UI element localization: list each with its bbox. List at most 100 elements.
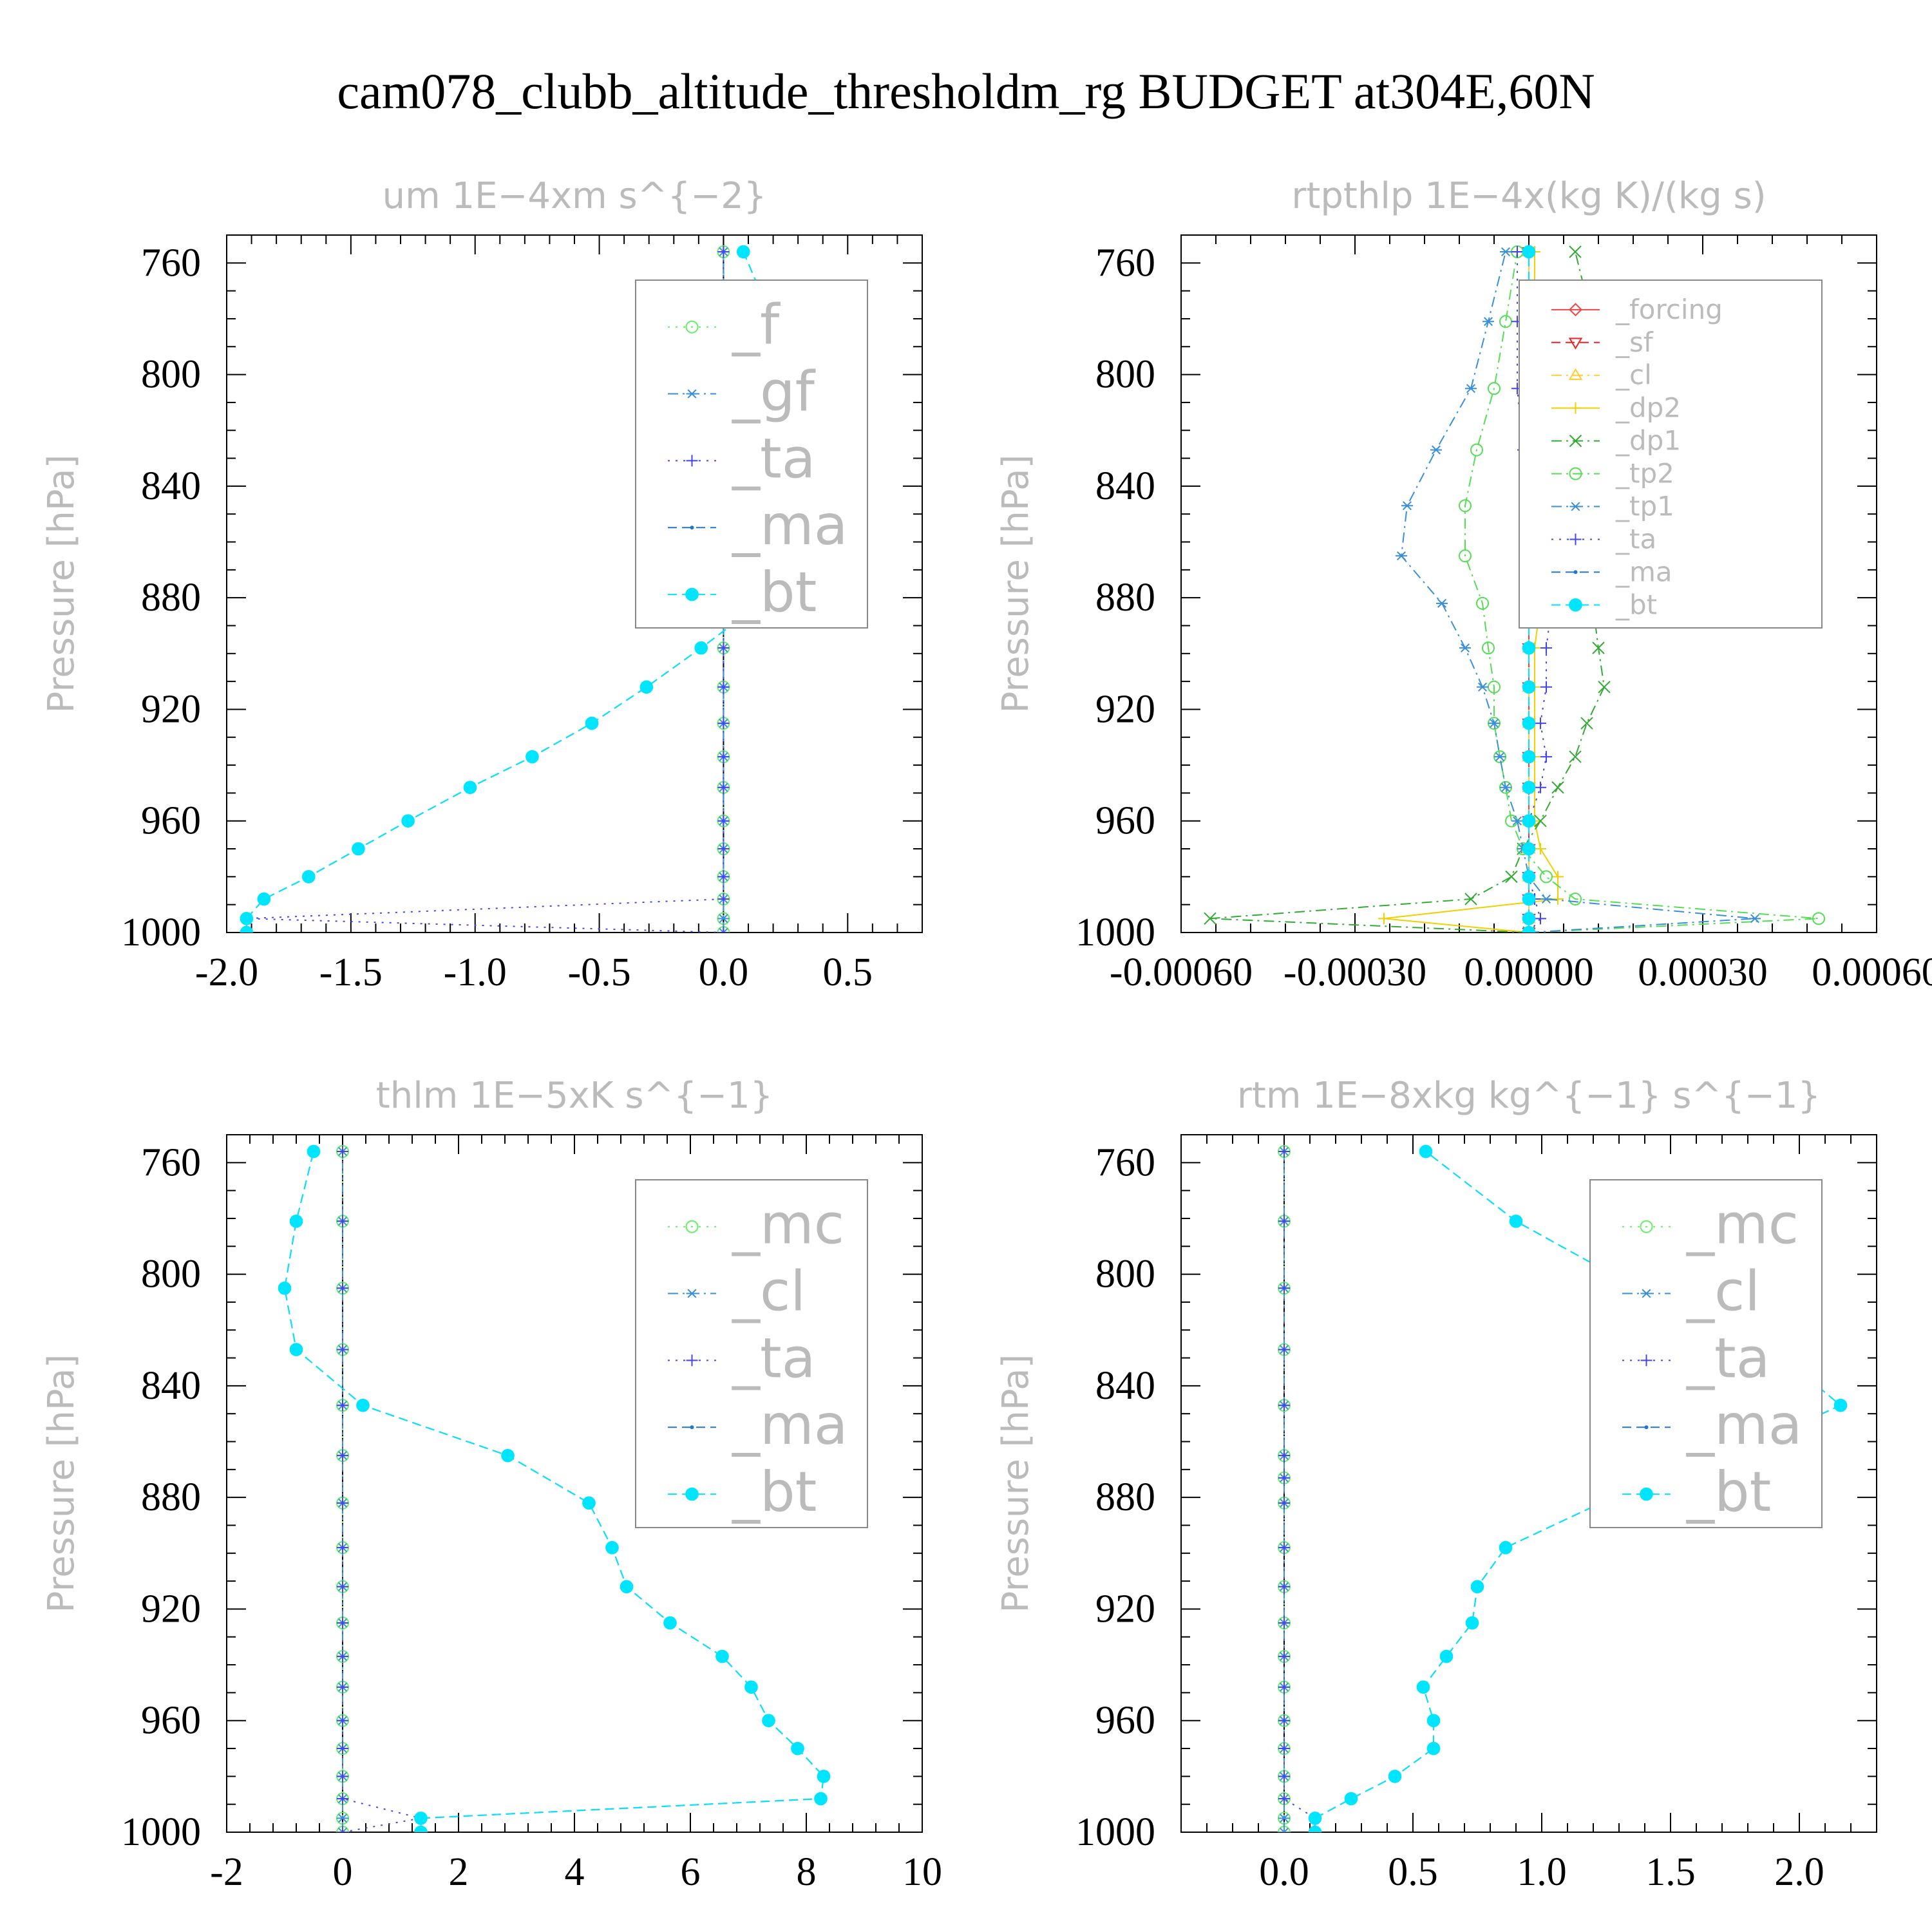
data-point (717, 245, 730, 258)
data-point (278, 1281, 292, 1295)
data-point (463, 781, 477, 795)
data-point (307, 1144, 321, 1159)
data-point (414, 1825, 428, 1832)
y-tick-label: 920 (141, 1587, 201, 1631)
data-point (1378, 913, 1390, 925)
data-point (717, 927, 730, 933)
data-point (1511, 245, 1523, 258)
data-point (337, 1343, 348, 1356)
data-point (1580, 717, 1593, 730)
data-point (1522, 245, 1536, 259)
data-point (337, 1497, 348, 1509)
figure-title: cam078_clubb_altitude_thresholdm_rg BUDG… (337, 63, 1595, 119)
data-point (337, 1450, 348, 1462)
legend-label: _f (732, 293, 781, 357)
data-point (337, 1399, 348, 1412)
legend-marker (1640, 1220, 1653, 1233)
data-point (1535, 843, 1546, 855)
data-point (620, 1580, 634, 1594)
data-point (694, 641, 708, 655)
data-point (663, 1616, 677, 1630)
y-tick-label: 1000 (1075, 1810, 1155, 1854)
chart-panel-2: rtpthlp 1E−4x(kg K)/(kg s) Pressure [hPa]… (995, 175, 1932, 994)
data-point (337, 1617, 348, 1629)
chart-panel-4: rtm 1E−8xkg kg^{−1} s^{−1} Pressure [hPa]… (995, 1075, 1877, 1894)
data-point (337, 1827, 348, 1832)
series-ta (1278, 1145, 1321, 1832)
legend-label: _ta (732, 426, 815, 491)
data-point (1419, 1144, 1433, 1159)
y-axis-label: Pressure [hPa] (995, 1354, 1037, 1613)
legend-label: _gf (732, 360, 816, 424)
data-point (1278, 1399, 1290, 1412)
y-tick-label: 880 (1095, 576, 1155, 620)
y-tick-label: 840 (1095, 464, 1155, 508)
data-point (257, 892, 271, 906)
legend-marker (1640, 1289, 1653, 1298)
data-point (1482, 641, 1495, 655)
data-point (1522, 680, 1536, 694)
legend-label: _cl (1686, 1260, 1760, 1324)
x-tick-label: 1.5 (1645, 1850, 1696, 1894)
series-line (342, 1151, 421, 1832)
data-point (1278, 1743, 1290, 1755)
plot-frame (1180, 1134, 1877, 1833)
data-point (1500, 247, 1511, 256)
legend-label: _tp1 (1615, 491, 1674, 522)
data-point (717, 781, 730, 793)
legend-marker (685, 1220, 699, 1233)
legend-marker (686, 1354, 698, 1367)
x-tick-label: -1.5 (319, 951, 383, 994)
data-point (1522, 641, 1536, 655)
legend-marker (1569, 467, 1582, 480)
data-point (582, 1496, 596, 1510)
x-tick-label: 0 (333, 1850, 353, 1894)
y-tick-label: 880 (141, 1475, 201, 1519)
chart-panel-1: um 1E−4xm s^{−2} Pressure [hPa] 760 800 840 8… (41, 175, 923, 994)
y-tick-label: 1000 (121, 1810, 201, 1854)
legend-label: _dp2 (1615, 392, 1681, 424)
data-point (717, 681, 730, 693)
data-point (1344, 1792, 1358, 1806)
panel-title: rtpthlp 1E−4x(kg K)/(kg s) (1291, 175, 1766, 217)
legend-marker (686, 1289, 698, 1298)
panel-title: rtm 1E−8xkg kg^{−1} s^{−1} (1237, 1075, 1821, 1117)
x-tick-label: 8 (797, 1850, 817, 1894)
legend-label: _mc (732, 1193, 844, 1257)
y-tick-label: 920 (1095, 687, 1155, 731)
x-tick-label: -0.00030 (1283, 951, 1426, 994)
legend-label: _tp2 (1615, 458, 1674, 489)
legend-label: _bt (1686, 1460, 1771, 1524)
data-point (717, 927, 730, 933)
data-point (1426, 1714, 1441, 1728)
data-point (1511, 816, 1523, 826)
legend-box (635, 279, 868, 629)
data-point (717, 914, 730, 923)
x-tick-label: 0.00000 (1464, 951, 1594, 994)
x-tick-label: 0.5 (823, 951, 873, 994)
x-tick-label: 0.0 (699, 951, 749, 994)
data-point (639, 680, 654, 694)
data-point (1477, 682, 1488, 692)
data-point (791, 1741, 804, 1756)
legend-label: _bt (732, 560, 817, 625)
legend: _forcing_sf_cl_dp2_dp1_tp2_tp1_ta_ma_bt (1519, 279, 1823, 629)
x-tick-label: -1.0 (444, 951, 507, 994)
legend-label: _mc (1686, 1193, 1799, 1257)
data-point (605, 1540, 619, 1555)
legend-box (1589, 1179, 1823, 1528)
legend-marker (686, 455, 698, 467)
y-tick-label: 960 (1095, 799, 1155, 843)
data-point (744, 1680, 758, 1694)
data-point (1278, 1793, 1290, 1805)
legend-label: _ma (1686, 1393, 1802, 1457)
data-point (1749, 914, 1761, 923)
data-point (337, 1282, 348, 1294)
data-point (1522, 911, 1536, 925)
x-tick-label: 2 (449, 1850, 469, 1894)
data-point (1488, 382, 1501, 395)
data-point (1278, 1343, 1290, 1356)
x-tick-label: 0.5 (1388, 1850, 1438, 1894)
y-axis-label: Pressure [hPa] (995, 455, 1037, 714)
